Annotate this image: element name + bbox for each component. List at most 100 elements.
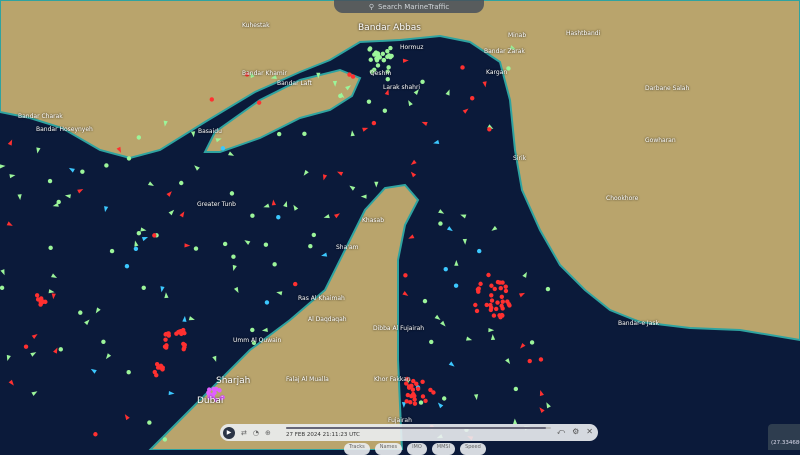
ship-marker[interactable]	[473, 302, 478, 308]
ship-marker[interactable]	[382, 108, 388, 113]
chip-speed[interactable]: Speed	[460, 443, 486, 455]
ship-marker[interactable]	[411, 378, 416, 384]
ship-marker[interactable]	[470, 96, 475, 101]
ship-marker[interactable]	[168, 209, 175, 216]
ship-marker[interactable]	[385, 48, 390, 54]
ship-marker[interactable]	[51, 293, 56, 300]
ship-marker[interactable]	[0, 269, 5, 276]
ship-marker[interactable]	[212, 390, 217, 396]
ship-marker[interactable]	[404, 376, 410, 382]
ship-marker[interactable]	[264, 300, 270, 305]
ship-marker[interactable]	[179, 211, 185, 218]
ship-marker[interactable]	[527, 358, 532, 364]
ship-marker[interactable]	[462, 238, 467, 245]
ship-marker[interactable]	[487, 127, 492, 132]
ship-marker[interactable]	[322, 174, 328, 181]
ship-marker[interactable]	[520, 342, 526, 349]
ship-marker[interactable]	[250, 71, 255, 79]
ship-marker[interactable]	[421, 121, 428, 126]
ship-marker[interactable]	[6, 354, 11, 362]
ship-marker[interactable]	[193, 246, 199, 251]
ship-marker[interactable]	[222, 241, 228, 247]
ship-marker[interactable]	[101, 339, 106, 345]
ship-marker[interactable]	[403, 273, 408, 278]
ship-marker[interactable]	[124, 414, 130, 421]
ship-marker[interactable]	[518, 292, 526, 298]
ship-marker[interactable]	[368, 57, 373, 62]
gear-icon[interactable]: ⚙	[572, 427, 580, 436]
ship-marker[interactable]	[136, 135, 142, 140]
ship-marker[interactable]	[476, 289, 481, 294]
ship-marker[interactable]	[250, 327, 255, 333]
ship-marker[interactable]	[207, 387, 212, 392]
ship-marker[interactable]	[402, 290, 409, 296]
ship-marker[interactable]	[503, 284, 508, 289]
ship-marker[interactable]	[68, 167, 75, 173]
ship-marker[interactable]	[404, 399, 409, 404]
ship-marker[interactable]	[402, 58, 409, 63]
ship-marker[interactable]	[488, 302, 493, 308]
ship-marker[interactable]	[160, 367, 165, 372]
ship-marker[interactable]	[381, 57, 387, 63]
ship-marker[interactable]	[433, 139, 440, 144]
ship-marker[interactable]	[490, 334, 496, 341]
ship-marker[interactable]	[408, 100, 413, 107]
ship-marker[interactable]	[162, 437, 168, 442]
ship-marker[interactable]	[261, 327, 268, 332]
ship-marker[interactable]	[141, 285, 146, 290]
ship-marker[interactable]	[17, 194, 22, 201]
ship-marker[interactable]	[498, 314, 503, 320]
ship-marker[interactable]	[160, 286, 165, 293]
ship-marker[interactable]	[283, 201, 288, 208]
ship-marker[interactable]	[272, 262, 277, 267]
ship-marker[interactable]	[420, 79, 425, 84]
ship-marker[interactable]	[371, 120, 377, 126]
ship-marker[interactable]	[338, 93, 343, 99]
ship-marker[interactable]	[303, 169, 309, 176]
ship-marker[interactable]	[133, 246, 139, 251]
ship-marker[interactable]	[420, 394, 426, 399]
ship-marker[interactable]	[493, 306, 499, 312]
ship-marker[interactable]	[406, 385, 412, 390]
ship-marker[interactable]	[522, 271, 527, 278]
ship-marker[interactable]	[163, 332, 168, 337]
ship-marker[interactable]	[105, 353, 112, 360]
ship-marker[interactable]	[213, 397, 219, 403]
ship-marker[interactable]	[276, 291, 283, 296]
ship-marker[interactable]	[373, 50, 379, 55]
ship-marker[interactable]	[495, 300, 500, 305]
ship-marker[interactable]	[546, 402, 551, 409]
ship-marker[interactable]	[78, 310, 83, 315]
ship-marker[interactable]	[362, 127, 369, 132]
ship-marker[interactable]	[244, 240, 251, 246]
ship-marker[interactable]	[34, 293, 40, 298]
ship-marker[interactable]	[293, 204, 299, 211]
ship-marker[interactable]	[0, 164, 6, 169]
ship-marker[interactable]	[188, 316, 195, 321]
ship-marker[interactable]	[491, 313, 497, 318]
ship-marker[interactable]	[441, 396, 447, 401]
ship-marker[interactable]	[116, 146, 122, 153]
ship-marker[interactable]	[30, 352, 37, 357]
ship-marker[interactable]	[136, 230, 142, 236]
ship-marker[interactable]	[386, 65, 391, 70]
ship-marker[interactable]	[428, 387, 433, 393]
ship-marker[interactable]	[438, 221, 443, 226]
ship-marker[interactable]	[454, 260, 459, 266]
ship-marker[interactable]	[52, 202, 59, 207]
ship-marker[interactable]	[453, 283, 459, 288]
ship-marker[interactable]	[35, 297, 41, 302]
ship-marker[interactable]	[147, 181, 154, 187]
ship-marker[interactable]	[140, 227, 147, 232]
ship-marker[interactable]	[503, 288, 509, 294]
ship-marker[interactable]	[190, 131, 196, 138]
ship-marker[interactable]	[366, 99, 372, 104]
ship-marker[interactable]	[375, 63, 381, 68]
ship-marker[interactable]	[513, 386, 519, 392]
ship-marker[interactable]	[231, 254, 236, 259]
ship-marker[interactable]	[184, 243, 191, 248]
ship-marker[interactable]	[440, 320, 446, 327]
ship-marker[interactable]	[95, 307, 101, 314]
ship-marker[interactable]	[412, 393, 417, 399]
